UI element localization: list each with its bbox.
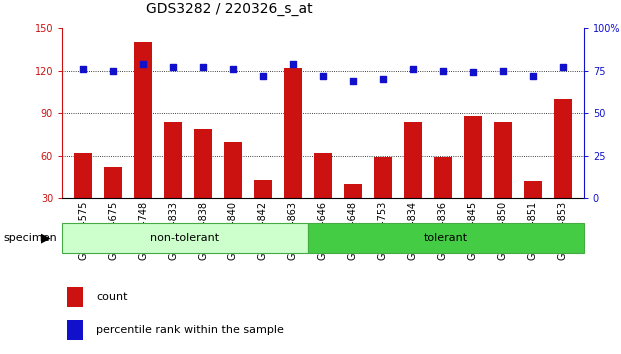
Bar (284, 68, 302, 241)
Bar (314, 153, 332, 241)
Bar (194, 129, 212, 241)
Point (468, 70, 478, 75)
Bar (254, 180, 272, 241)
Bar (134, 42, 152, 241)
Text: non-tolerant: non-tolerant (150, 233, 219, 243)
Point (438, 68, 448, 74)
Bar (434, 157, 452, 241)
Point (228, 66, 238, 72)
Text: count: count (96, 292, 127, 302)
Bar (224, 142, 242, 241)
Point (318, 73, 328, 79)
Text: ▶: ▶ (42, 232, 51, 244)
Bar (404, 122, 422, 241)
Point (138, 61, 148, 67)
Point (168, 64, 178, 70)
Point (258, 73, 268, 79)
Bar (62, 223, 307, 253)
Bar (344, 184, 362, 241)
Point (108, 68, 118, 74)
Point (498, 68, 508, 74)
Point (198, 64, 208, 70)
Text: percentile rank within the sample: percentile rank within the sample (96, 325, 284, 335)
Bar (104, 167, 122, 241)
Bar (307, 223, 584, 253)
Bar (374, 157, 392, 241)
Point (528, 73, 538, 79)
Point (288, 61, 298, 67)
Bar (554, 99, 572, 241)
Bar (164, 122, 182, 241)
Bar (74, 153, 92, 241)
Text: tolerant: tolerant (424, 233, 468, 243)
Point (378, 76, 388, 82)
Point (78, 66, 88, 72)
Point (558, 64, 568, 70)
Bar (524, 181, 542, 241)
Text: GDS3282 / 220326_s_at: GDS3282 / 220326_s_at (147, 2, 313, 16)
Text: specimen: specimen (3, 233, 57, 243)
Bar (67, 287, 83, 307)
Bar (67, 320, 83, 340)
Point (408, 66, 418, 72)
Point (348, 78, 358, 84)
Bar (464, 116, 482, 241)
Bar (494, 122, 512, 241)
